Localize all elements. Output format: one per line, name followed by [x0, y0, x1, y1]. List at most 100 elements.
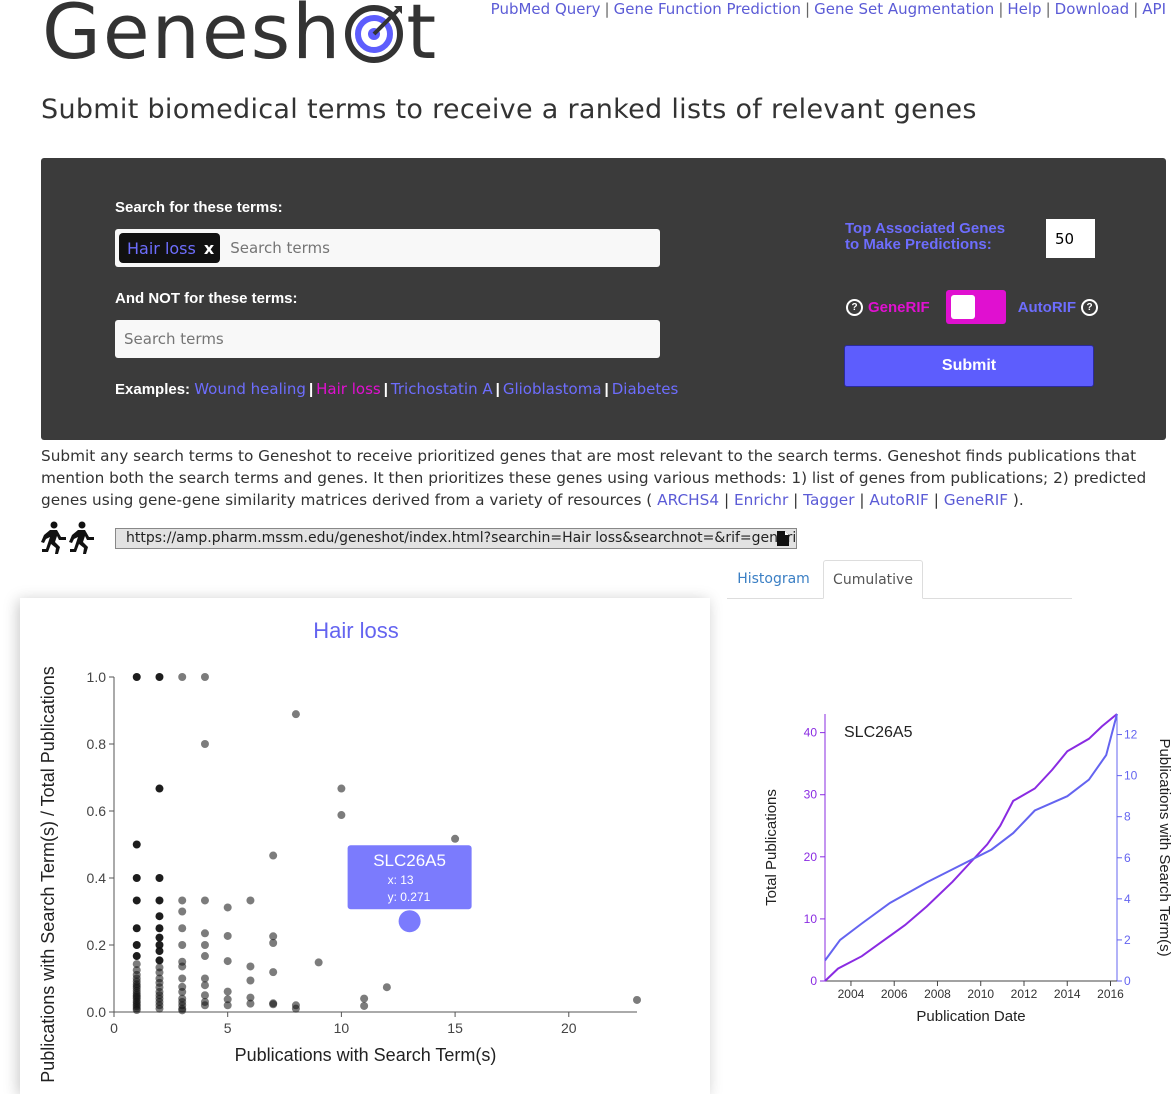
include-terms-box[interactable]: Hair loss x	[115, 229, 660, 267]
nav-help[interactable]: Help	[1007, 0, 1042, 18]
exclude-search-input[interactable]	[122, 329, 660, 349]
y-tick-label: 0.6	[87, 803, 107, 819]
chart-title: Hair loss	[313, 618, 399, 643]
scatter-point	[451, 834, 460, 843]
tab-histogram[interactable]: Histogram	[737, 571, 810, 587]
remove-term-icon[interactable]: x	[203, 238, 215, 258]
scatter-point	[633, 995, 641, 1004]
tab-cumulative[interactable]: Cumulative	[823, 560, 923, 599]
scatter-point	[200, 941, 209, 949]
x-tick-label: 2014	[1054, 987, 1081, 1001]
geneshot-logo[interactable]: Genesh t	[42, 0, 438, 70]
right-tick-label: 10	[1124, 769, 1138, 783]
scatter-point	[155, 874, 164, 882]
rif-toggle-switch[interactable]	[945, 290, 1006, 324]
autorif-help-icon[interactable]: ?	[1081, 298, 1099, 316]
share-url-text: https://amp.pharm.mssm.edu/geneshot/inde…	[126, 530, 797, 546]
nav-gene-set-augmentation[interactable]: Gene Set Augmentation	[814, 0, 995, 18]
x-tick-label: 2012	[1011, 987, 1038, 1001]
scatter-point	[382, 983, 391, 992]
scatter-point	[223, 957, 232, 966]
y-tick-label: 0.0	[87, 1004, 107, 1020]
tooltip-gene: SLC26A5	[373, 851, 446, 870]
scatter-point	[269, 932, 278, 941]
example-link[interactable]: Trichostatin A	[390, 380, 493, 398]
examples-row: Examples: Wound healing | Hair loss | Tricho…	[115, 380, 679, 398]
page-headline: Submit biomedical terms to receive a ran…	[41, 94, 977, 125]
link-autorif[interactable]: AutoRIF	[869, 491, 929, 509]
right-tick-label: 8	[1124, 810, 1131, 824]
right-tick-label: 12	[1124, 728, 1138, 742]
left-tick-label: 20	[804, 850, 818, 864]
x-tick-label: 2016	[1097, 987, 1124, 1001]
scatter-point	[200, 991, 209, 1000]
nav-pubmed-query[interactable]: PubMed Query	[490, 0, 601, 18]
link-enrichr[interactable]: Enrichr	[733, 491, 789, 509]
right-tick-label: 4	[1124, 892, 1131, 906]
x-tick-label: 20	[561, 1020, 577, 1036]
chart-tabs: Histogram Cumulative	[727, 560, 1072, 599]
scatter-point	[200, 952, 209, 961]
scatter-point	[155, 896, 164, 905]
y-tick-label: 0.4	[87, 870, 107, 886]
scatter-point	[291, 1004, 300, 1013]
exclude-terms-box[interactable]	[115, 320, 660, 358]
top-genes-input[interactable]	[1046, 219, 1095, 258]
scatter-point	[155, 784, 164, 793]
highlighted-point	[398, 910, 421, 933]
x-tick-label: 2004	[838, 987, 865, 1001]
scatter-point	[155, 933, 164, 942]
scatter-chart[interactable]: Hair loss 0.0 0.2 0.4 0.6 0.8 1.0 0 5 10 15 20 Publi…	[20, 598, 710, 1094]
scatter-point	[223, 995, 232, 1004]
scatter-point	[269, 1000, 278, 1009]
scatter-point	[200, 896, 209, 905]
include-search-input[interactable]	[228, 238, 660, 258]
link-tagger[interactable]: Tagger	[803, 491, 855, 509]
nav-download[interactable]: Download	[1054, 0, 1130, 18]
scatter-point	[246, 993, 255, 1002]
scatter-point	[269, 968, 278, 977]
scatter-point	[132, 1005, 141, 1014]
example-link[interactable]: Glioblastoma	[502, 380, 602, 398]
link-generif[interactable]: GeneRIF	[943, 491, 1009, 509]
scatter-point	[246, 999, 255, 1008]
logo-text-suffix: t	[406, 0, 439, 76]
scatter-point	[155, 1004, 164, 1013]
rif-toggle-row: ? GeneRIF AutoRIF ?	[846, 290, 1103, 324]
scatter-point	[132, 673, 141, 681]
scatter-point	[269, 938, 278, 947]
generif-label: GeneRIF	[868, 298, 930, 316]
scatter-point	[132, 840, 141, 849]
copy-document-icon[interactable]	[777, 531, 789, 546]
right-tick-label: 0	[1124, 974, 1131, 988]
scatter-point	[337, 784, 346, 793]
scatter-point	[178, 974, 187, 983]
share-url-box[interactable]: https://amp.pharm.mssm.edu/geneshot/inde…	[115, 528, 797, 549]
scatter-point	[155, 956, 164, 965]
scatter-point	[132, 952, 141, 961]
scatter-point	[223, 903, 232, 912]
link-archs4[interactable]: ARCHS4	[657, 491, 720, 509]
scatter-point	[178, 962, 187, 971]
scatter-point	[223, 1001, 232, 1010]
scatter-point	[246, 962, 255, 971]
scatter-point	[155, 947, 164, 956]
generif-help-icon[interactable]: ?	[846, 298, 863, 316]
term-chip[interactable]: Hair loss x	[119, 233, 221, 263]
scatter-point	[178, 1006, 187, 1015]
y-axis-label: Publications with Search Term(s) / Total…	[38, 666, 58, 1083]
x-tick-label: 0	[110, 1020, 118, 1036]
exclude-terms-label: And NOT for these terms:	[115, 290, 298, 307]
scatter-point	[200, 929, 209, 938]
example-link[interactable]: Hair loss	[316, 380, 381, 398]
tooltip-x: x: 13	[388, 873, 414, 887]
top-navigation: PubMed Query | Gene Function Prediction | Ge…	[490, 0, 1166, 18]
nav-api[interactable]: API	[1142, 0, 1166, 18]
example-link[interactable]: Wound healing	[194, 380, 306, 398]
scatter-point	[132, 960, 141, 969]
scatter-point	[337, 811, 346, 820]
submit-button[interactable]: Submit	[844, 345, 1094, 387]
nav-gene-function-prediction[interactable]: Gene Function Prediction	[613, 0, 802, 18]
example-link[interactable]: Diabetes	[611, 380, 679, 398]
tooltip-y: y: 0.271	[388, 890, 431, 904]
